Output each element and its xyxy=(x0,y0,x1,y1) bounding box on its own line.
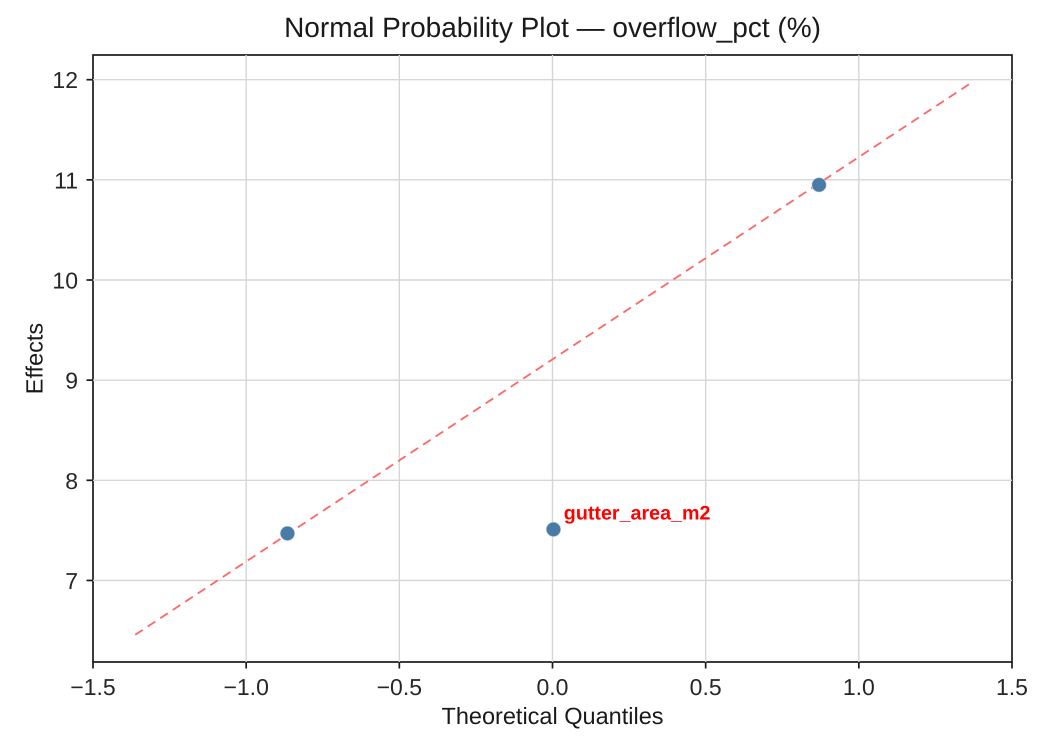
svg-text:0.0: 0.0 xyxy=(537,674,569,700)
svg-text:Normal Probability Plot — over: Normal Probability Plot — overflow_pct (… xyxy=(284,12,821,43)
svg-text:−1.5: −1.5 xyxy=(70,674,115,700)
svg-text:Theoretical Quantiles: Theoretical Quantiles xyxy=(441,703,663,729)
svg-text:−0.5: −0.5 xyxy=(377,674,422,700)
svg-text:gutter_area_m2: gutter_area_m2 xyxy=(564,503,711,525)
svg-text:8: 8 xyxy=(65,468,78,494)
svg-text:Effects: Effects xyxy=(22,323,48,394)
svg-text:9: 9 xyxy=(65,368,78,394)
svg-text:1.5: 1.5 xyxy=(996,674,1028,700)
svg-text:0.5: 0.5 xyxy=(690,674,722,700)
svg-text:12: 12 xyxy=(52,67,78,93)
svg-text:1.0: 1.0 xyxy=(843,674,875,700)
svg-text:7: 7 xyxy=(65,568,78,594)
svg-text:−1.0: −1.0 xyxy=(223,674,268,700)
svg-text:11: 11 xyxy=(54,167,78,193)
svg-text:10: 10 xyxy=(52,268,78,294)
